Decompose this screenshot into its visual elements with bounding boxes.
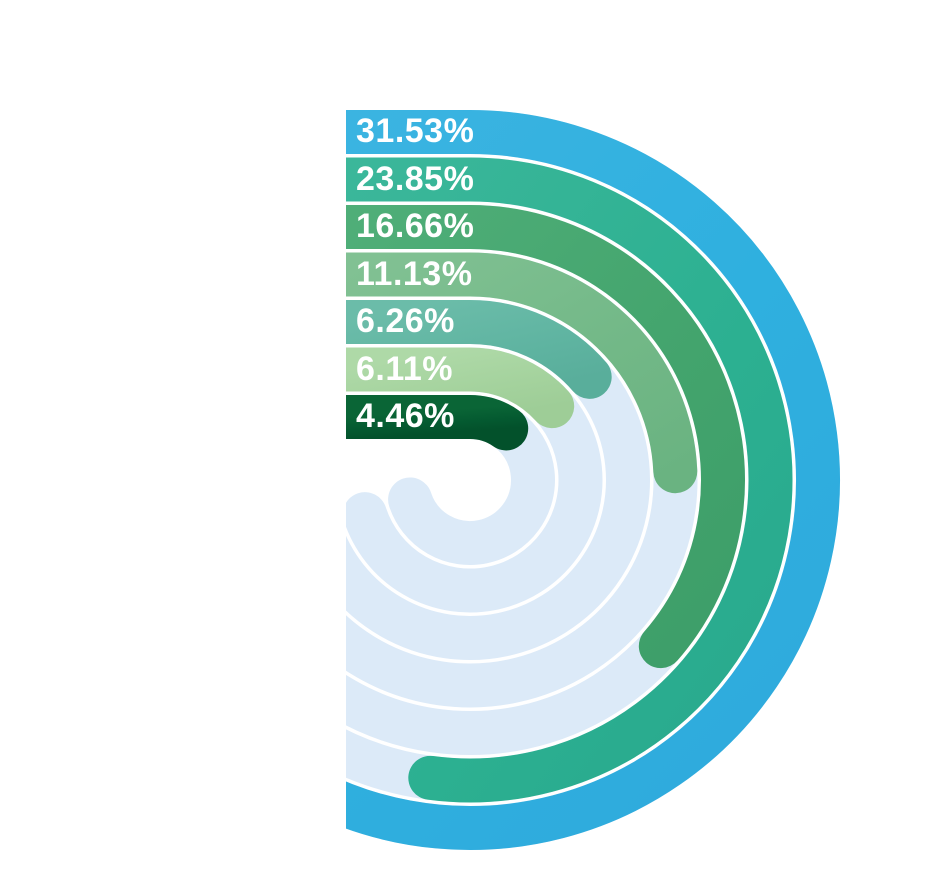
value-label: 23.85% (356, 159, 475, 198)
category-label-column: 企业管理层市场/营业部采购研究及发展生产制造/品质管理工程师/技术主管其他 (0, 0, 336, 889)
ring-bar[interactable] (324, 205, 745, 669)
value-label: 4.46% (356, 397, 455, 435)
ring-bar[interactable] (324, 300, 612, 399)
ring-bar[interactable] (324, 252, 698, 494)
value-label: 6.26% (356, 302, 455, 340)
ring-bar[interactable] (324, 395, 529, 451)
value-label: 11.13% (356, 254, 473, 293)
value-label: 16.66% (356, 207, 475, 245)
ring-value-group (125, 110, 840, 850)
value-label: 31.53% (356, 112, 475, 150)
ring-start-mask-group (0, 0, 346, 889)
left-gutter-mask (0, 0, 346, 889)
ring-bar[interactable] (324, 347, 575, 429)
value-label: 6.11% (356, 349, 454, 388)
ring-bar[interactable] (324, 157, 793, 803)
